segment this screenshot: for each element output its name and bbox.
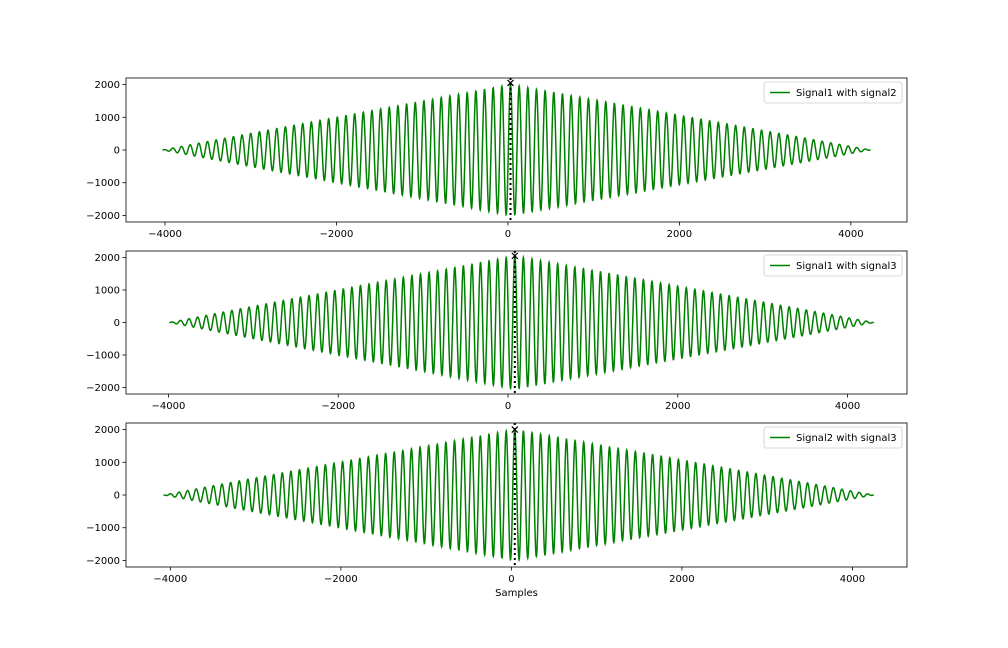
x-tick-label: −2000 <box>324 574 358 585</box>
y-tick-label: 1000 <box>95 458 120 469</box>
x-tick-label: 2000 <box>669 574 694 585</box>
subplot-3: −4000 −2000 0 2000 4000 −2000 −1000 0 1000 2000 Sa… <box>86 422 908 599</box>
x-tick-label: 0 <box>508 574 514 585</box>
y-tick-label: −1000 <box>86 523 120 534</box>
series-line-3-1 <box>163 427 874 563</box>
x-tick-label: 4000 <box>838 229 863 240</box>
y-tick-label: 1000 <box>95 113 120 124</box>
subplot-2: −4000 −2000 0 2000 4000 −2000 −1000 0 1000 2000 Si… <box>86 250 908 412</box>
legend-label: Signal1 with signal3 <box>796 261 897 272</box>
legend: Signal2 with signal3 <box>763 426 903 449</box>
y-tick-label: 1000 <box>95 286 120 297</box>
legend-label: Signal2 with signal3 <box>796 433 897 444</box>
y-tick-label: −1000 <box>86 178 120 189</box>
y-tick-label: 2000 <box>95 253 120 264</box>
series-line-2-1 <box>169 252 874 391</box>
x-tick-label: −2000 <box>320 229 354 240</box>
subplot-1: −4000 −2000 0 2000 4000 −2000 −1000 0 1000 2000 Si… <box>86 77 908 240</box>
x-tick-label: −4000 <box>148 229 182 240</box>
x-tick-label: 4000 <box>835 401 860 412</box>
y-tick-label: −2000 <box>86 211 120 222</box>
x-tick-label: 2000 <box>667 229 692 240</box>
legend: Signal1 with signal2 <box>763 81 903 104</box>
series-line-1-1 <box>162 81 871 217</box>
x-tick-label: 0 <box>505 229 511 240</box>
peak-marker <box>511 252 519 260</box>
x-tick-label: 4000 <box>840 574 865 585</box>
y-tick-label: 2000 <box>95 425 120 436</box>
peak-marker <box>507 79 514 87</box>
peak-marker <box>511 426 519 433</box>
legend: Signal1 with signal3 <box>763 254 903 277</box>
legend-label: Signal1 with signal2 <box>796 88 897 99</box>
x-tick-label: 2000 <box>665 401 690 412</box>
x-tick-label: −4000 <box>152 401 186 412</box>
y-tick-label: −1000 <box>86 351 120 362</box>
x-tick-label: 0 <box>505 401 511 412</box>
y-tick-label: 0 <box>114 491 120 502</box>
y-tick-label: 0 <box>114 318 120 329</box>
y-tick-label: −2000 <box>86 383 120 394</box>
x-tick-label: −2000 <box>321 401 355 412</box>
x-axis-label: Samples <box>495 588 538 599</box>
y-tick-label: 2000 <box>95 80 120 91</box>
y-tick-label: −2000 <box>86 556 120 567</box>
x-tick-label: −4000 <box>153 574 187 585</box>
y-tick-label: 0 <box>114 146 120 157</box>
